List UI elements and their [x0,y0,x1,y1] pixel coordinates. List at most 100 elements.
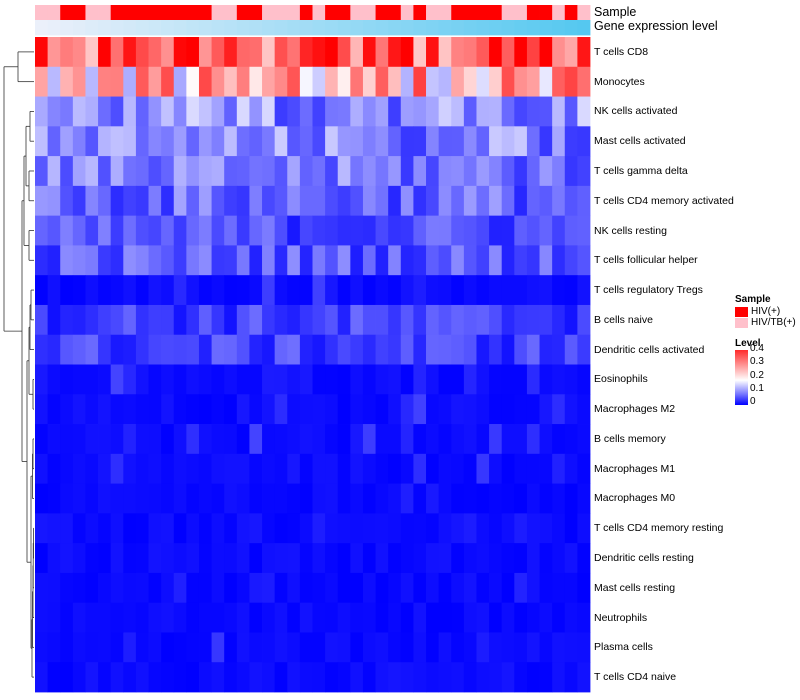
heatmap-cell [173,632,187,663]
heatmap-cell [476,632,490,663]
heatmap-cell [514,394,528,425]
gene-level-cell [186,20,200,36]
heatmap-cell [552,304,566,336]
heatmap-cell [400,245,414,276]
legend-swatch-hivtb [735,317,748,328]
sample-cell [577,5,591,21]
heatmap-cell [148,662,162,693]
row-label: T cells gamma delta [594,164,688,177]
heatmap-cell [375,334,389,365]
heatmap-cell [110,662,124,693]
heatmap-cell [85,156,99,187]
heatmap-cell [72,126,86,157]
heatmap-cell [135,334,149,365]
gene-expression-track-label: Gene expression level [594,19,718,33]
heatmap-cell [148,513,162,544]
heatmap-cell [312,215,326,246]
heatmap-cell [148,572,162,604]
heatmap-cell [426,126,440,157]
sample-cell [552,5,566,21]
heatmap-cell [186,543,200,574]
heatmap-cell [552,215,566,246]
heatmap-cell [161,424,175,455]
heatmap-cell [337,602,351,633]
heatmap-cell [564,126,578,157]
heatmap-cell [337,543,351,574]
heatmap-cell [173,602,187,633]
heatmap-cell [98,543,112,574]
heatmap-cell [236,304,250,336]
gene-level-cell [375,20,389,36]
heatmap-cell [476,572,490,604]
heatmap-cell [514,513,528,544]
heatmap-cell [325,275,339,306]
heatmap-cell [539,364,553,395]
heatmap-cell [539,215,553,246]
heatmap-cell [72,156,86,187]
heatmap-cell [72,66,86,97]
gene-level-cell [198,20,212,36]
heatmap-cell [552,245,566,276]
heatmap-cell [110,602,124,633]
gene-level-cell [47,20,61,36]
heatmap-cell [539,156,553,187]
heatmap-cell [186,424,200,455]
heatmap-cell [85,602,99,633]
heatmap-cell [564,513,578,544]
heatmap-cell [514,304,528,336]
heatmap-cell [47,245,61,276]
heatmap-cell [72,632,86,663]
heatmap-cell [539,334,553,365]
heatmap-cell [501,513,515,544]
gene-expression-annotation-track [35,20,591,36]
heatmap-cell [85,334,99,365]
heatmap-cell [224,602,238,633]
heatmap-cell [262,96,276,127]
heatmap-cell [173,245,187,276]
heatmap-cell [198,364,212,395]
heatmap-cell [451,424,465,455]
heatmap-cell [539,394,553,425]
heatmap-cell [451,602,465,633]
heatmap-cell [476,662,490,693]
gene-level-cell [501,20,515,36]
heatmap-cell [299,304,313,336]
heatmap-cell [438,215,452,246]
heatmap-cell [526,602,540,633]
heatmap-cell [198,424,212,455]
heatmap-cell [350,275,364,306]
heatmap-cell [35,543,49,574]
heatmap-cell [312,245,326,276]
heatmap-cell [501,185,515,217]
heatmap-cell [375,185,389,217]
heatmap-cell [413,394,427,425]
heatmap-cell [47,304,61,336]
heatmap-cell [299,543,313,574]
heatmap-cell [211,364,225,395]
heatmap-cell [426,304,440,336]
heatmap-cell [236,483,250,514]
gene-level-cell [388,20,402,36]
sample-cell [312,5,326,21]
heatmap-cell [299,96,313,127]
heatmap-cell [463,275,477,306]
heatmap-cell [135,483,149,514]
heatmap-cell [98,364,112,395]
heatmap-cell [489,156,503,187]
heatmap-cell [350,66,364,97]
heatmap-cell [35,185,49,217]
heatmap-cell [198,185,212,217]
heatmap-cell [123,453,137,484]
heatmap-cell [262,483,276,514]
heatmap-cell [262,215,276,246]
heatmap-cell [413,185,427,217]
heatmap-cell [60,513,74,544]
heatmap-cell [577,156,591,187]
heatmap-cell [325,334,339,365]
heatmap-cell [60,334,74,365]
heatmap-cell [564,96,578,127]
heatmap-cell [451,543,465,574]
heatmap-cell [161,245,175,276]
heatmap-cell [388,424,402,455]
